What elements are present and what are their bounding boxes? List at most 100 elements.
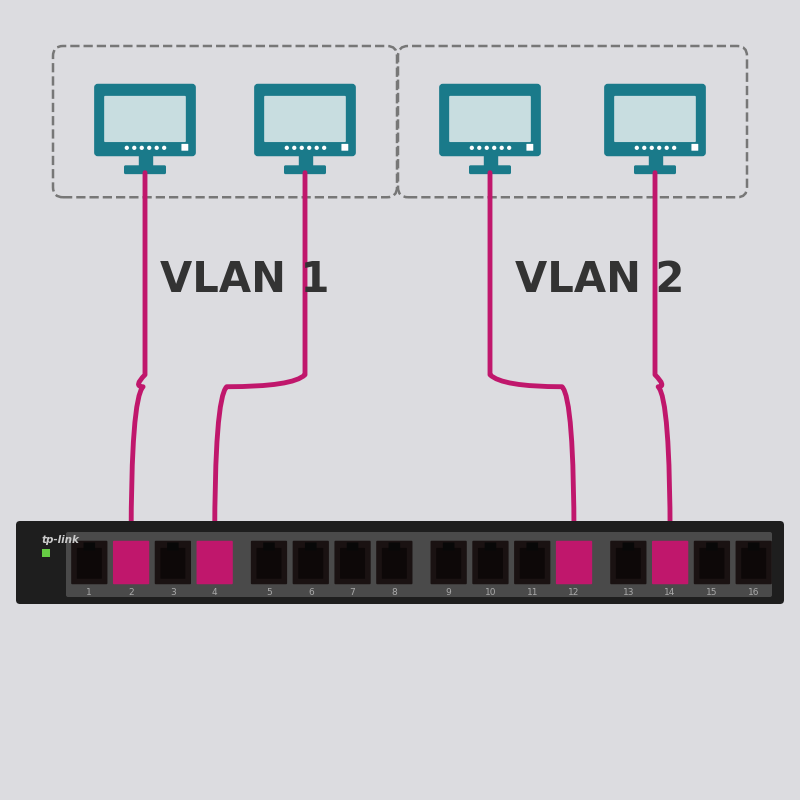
Circle shape [315,146,318,150]
FancyBboxPatch shape [614,96,696,142]
FancyBboxPatch shape [652,541,688,584]
FancyBboxPatch shape [113,541,150,584]
Circle shape [500,146,503,150]
Text: tp-link: tp-link [42,535,80,545]
FancyBboxPatch shape [622,542,634,550]
FancyBboxPatch shape [694,541,730,584]
Circle shape [140,146,143,150]
FancyBboxPatch shape [83,542,95,550]
FancyBboxPatch shape [264,96,346,142]
FancyBboxPatch shape [256,86,354,154]
FancyBboxPatch shape [42,549,50,557]
FancyBboxPatch shape [441,86,539,154]
FancyBboxPatch shape [257,548,282,578]
Text: 4: 4 [212,588,218,598]
FancyBboxPatch shape [346,542,358,550]
Polygon shape [138,153,151,166]
Circle shape [155,146,158,150]
Circle shape [148,146,150,150]
Circle shape [300,146,303,150]
Text: 3: 3 [170,588,176,598]
Text: 13: 13 [622,588,634,598]
FancyBboxPatch shape [263,542,274,550]
FancyBboxPatch shape [469,166,511,174]
FancyBboxPatch shape [340,548,365,578]
FancyBboxPatch shape [104,96,186,142]
Polygon shape [483,153,497,166]
Circle shape [293,146,296,150]
Text: 7: 7 [350,588,355,598]
Circle shape [133,146,136,150]
FancyBboxPatch shape [748,542,759,550]
FancyBboxPatch shape [742,548,766,578]
Circle shape [162,146,166,150]
Circle shape [493,146,496,150]
Text: 14: 14 [665,588,676,598]
Circle shape [126,146,128,150]
Text: 6: 6 [308,588,314,598]
FancyBboxPatch shape [526,542,538,550]
FancyBboxPatch shape [293,541,329,584]
FancyBboxPatch shape [606,86,704,154]
Circle shape [486,146,488,150]
Circle shape [650,146,653,150]
FancyBboxPatch shape [691,144,698,150]
FancyBboxPatch shape [96,86,194,154]
FancyBboxPatch shape [251,541,287,584]
Text: 12: 12 [568,588,580,598]
FancyBboxPatch shape [334,541,370,584]
FancyBboxPatch shape [526,144,534,150]
FancyBboxPatch shape [154,541,191,584]
Text: 5: 5 [266,588,272,598]
FancyBboxPatch shape [436,548,461,578]
FancyBboxPatch shape [485,542,496,550]
Polygon shape [649,153,662,166]
Text: 16: 16 [748,588,759,598]
FancyBboxPatch shape [514,541,550,584]
Text: 8: 8 [391,588,398,598]
FancyBboxPatch shape [298,548,323,578]
FancyBboxPatch shape [472,541,509,584]
FancyBboxPatch shape [16,521,784,604]
FancyBboxPatch shape [556,541,592,584]
FancyBboxPatch shape [376,541,413,584]
Circle shape [673,146,676,150]
FancyBboxPatch shape [124,166,166,174]
Circle shape [508,146,510,150]
FancyBboxPatch shape [284,166,326,174]
Text: VLAN 2: VLAN 2 [515,259,685,301]
FancyBboxPatch shape [342,144,348,150]
FancyBboxPatch shape [182,144,188,150]
FancyBboxPatch shape [478,548,503,578]
FancyBboxPatch shape [430,541,467,584]
FancyBboxPatch shape [305,542,317,550]
Text: 2: 2 [128,588,134,598]
FancyBboxPatch shape [197,541,233,584]
Polygon shape [298,153,311,166]
Circle shape [286,146,288,150]
FancyBboxPatch shape [66,532,772,597]
Circle shape [658,146,661,150]
FancyBboxPatch shape [520,548,545,578]
FancyBboxPatch shape [71,541,107,584]
FancyBboxPatch shape [443,542,454,550]
Text: 1: 1 [86,588,92,598]
Text: 11: 11 [526,588,538,598]
Text: 10: 10 [485,588,496,598]
FancyBboxPatch shape [706,542,718,550]
FancyBboxPatch shape [449,96,531,142]
FancyBboxPatch shape [77,548,102,578]
Circle shape [666,146,668,150]
Text: VLAN 1: VLAN 1 [160,259,330,301]
FancyBboxPatch shape [382,548,407,578]
Circle shape [470,146,474,150]
FancyBboxPatch shape [610,541,646,584]
Circle shape [322,146,326,150]
FancyBboxPatch shape [735,541,772,584]
FancyBboxPatch shape [616,548,641,578]
FancyBboxPatch shape [699,548,725,578]
FancyBboxPatch shape [389,542,400,550]
FancyBboxPatch shape [160,548,186,578]
FancyBboxPatch shape [634,166,676,174]
Circle shape [643,146,646,150]
